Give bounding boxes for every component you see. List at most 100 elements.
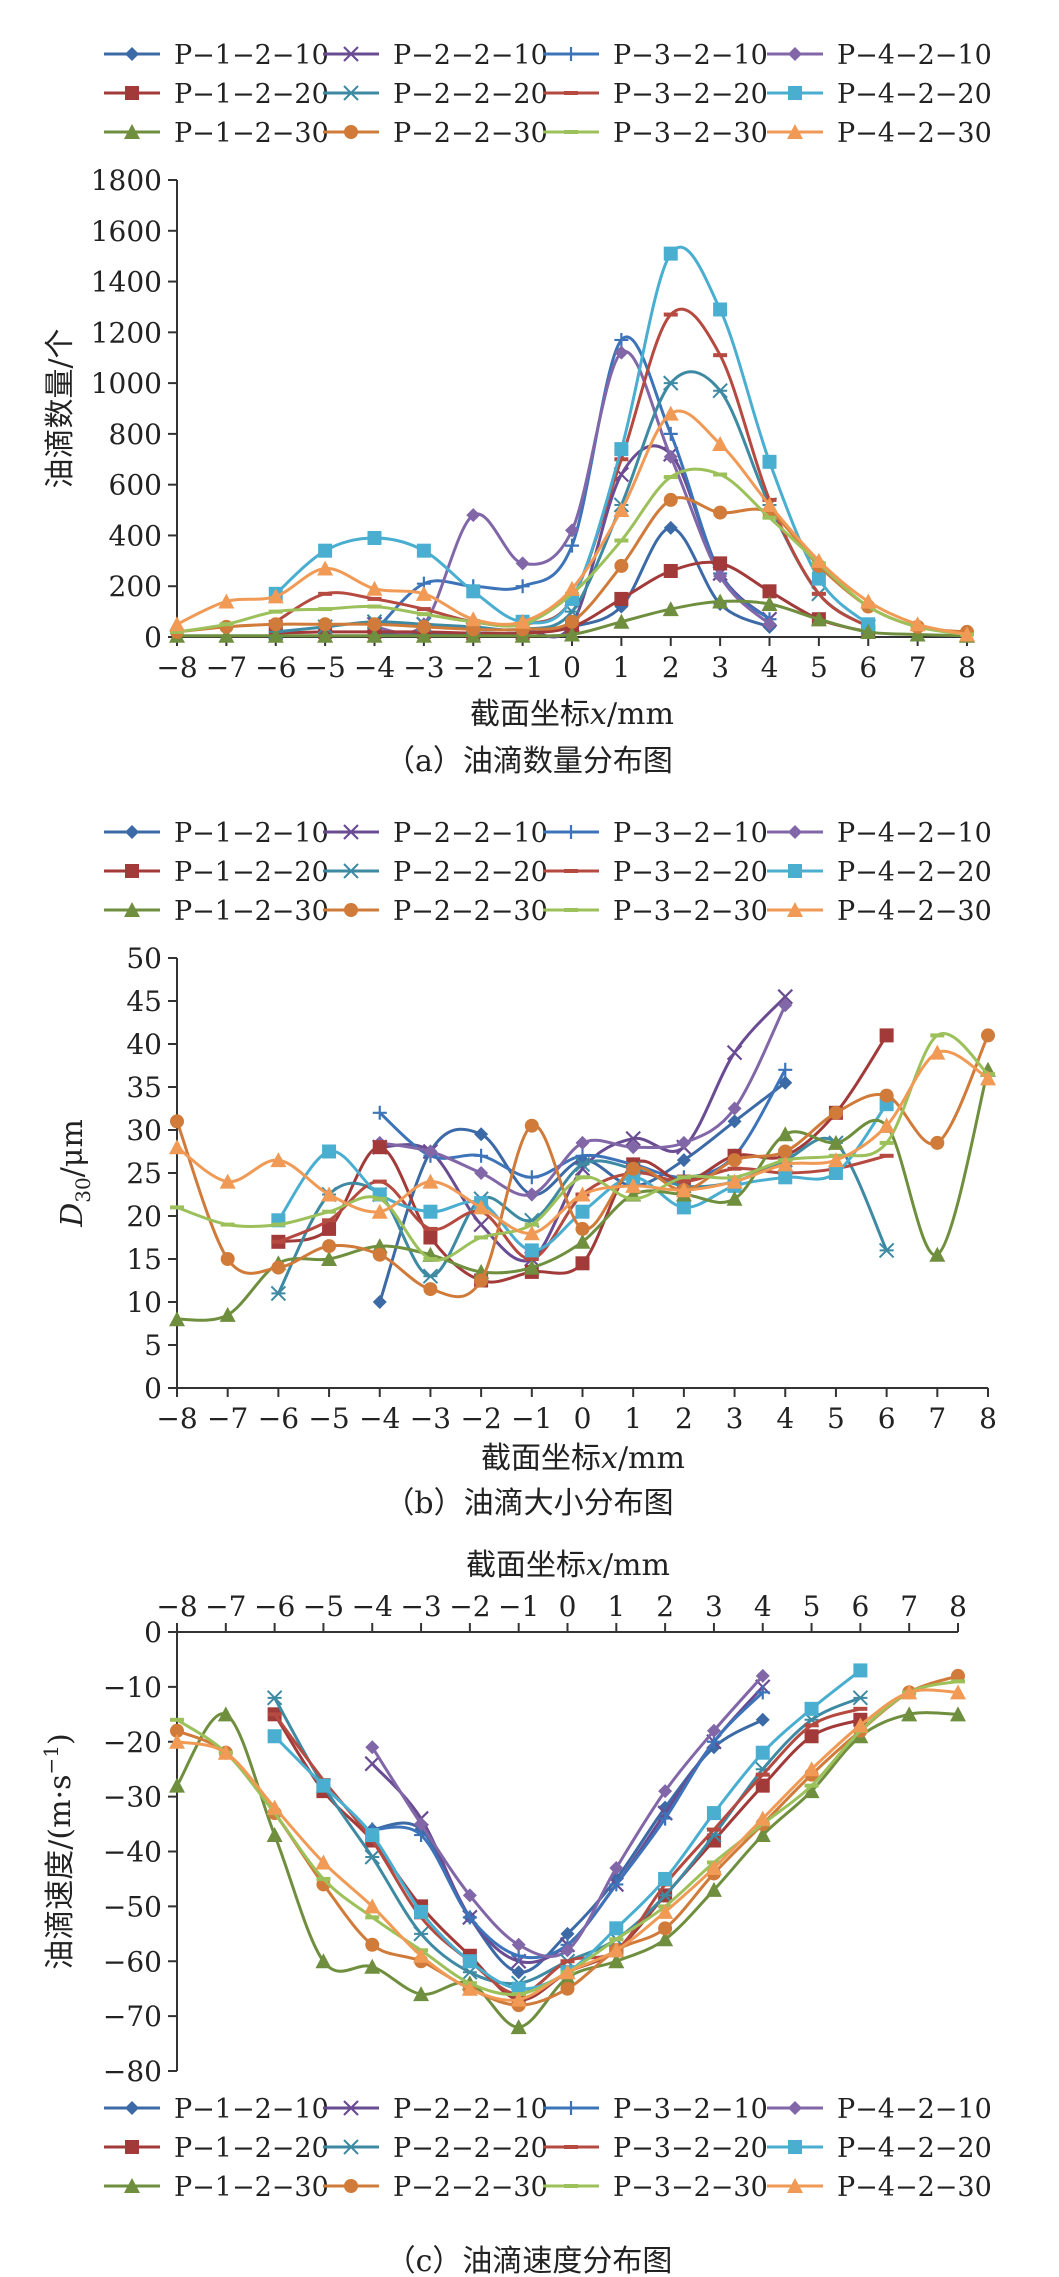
data-point — [810, 611, 827, 627]
x-tick-label: 1 — [612, 651, 630, 684]
data-point — [755, 1772, 770, 1777]
chart-caption: （b）油滴大小分布图 — [384, 1486, 673, 1521]
data-point — [565, 538, 579, 553]
y-tick-label: −30 — [103, 1781, 162, 1814]
data-point — [575, 1221, 590, 1236]
data-point — [217, 1744, 234, 1760]
x-tick-label: −8 — [156, 1402, 197, 1435]
x-tick-label: 1 — [624, 1402, 642, 1435]
data-point — [575, 1256, 590, 1271]
legend-item: P−3−2−30 — [543, 896, 768, 927]
x-tick-label: −4 — [352, 1590, 393, 1623]
legend-marker — [788, 86, 802, 100]
series-line — [176, 409, 968, 636]
legend-label: P−1−2−10 — [174, 818, 329, 849]
data-point — [565, 523, 579, 538]
y-tick-label: 40 — [126, 1028, 162, 1061]
data-point — [560, 1926, 575, 1941]
data-point — [364, 1849, 380, 1865]
x-tick-label: 2 — [656, 1590, 674, 1623]
legend-label: P−3−2−30 — [613, 896, 768, 927]
legend-marker — [564, 2145, 578, 2149]
data-point — [879, 1088, 894, 1103]
legend-marker — [564, 47, 578, 61]
legend-item: P−4−2−20 — [767, 79, 992, 110]
data-point — [713, 472, 728, 477]
series-line — [274, 307, 870, 629]
x-tick-label: −3 — [403, 651, 444, 684]
data-point — [271, 1260, 286, 1275]
x-tick-label: 3 — [726, 1402, 744, 1435]
data-point — [663, 246, 678, 261]
legend-0: P−1−2−10 P−2−2−10 P−3−2−10 P−4−2−10 P−1−2−20… — [104, 40, 992, 149]
data-point — [372, 1140, 387, 1155]
data-point — [510, 2019, 527, 2035]
data-point — [657, 1903, 674, 1919]
data-point — [663, 475, 678, 480]
x-tick-label: 6 — [878, 1402, 896, 1435]
data-point — [950, 1684, 966, 1700]
legend-marker — [125, 2140, 139, 2154]
data-point — [461, 1980, 478, 1996]
data-point — [706, 1833, 721, 1848]
legend-label: P−2−2−30 — [393, 2172, 548, 2203]
series-11 — [169, 1684, 966, 2007]
x-tick-label: 3 — [711, 651, 729, 684]
data-point — [266, 1799, 283, 1815]
legend-item: P−4−2−30 — [767, 118, 992, 149]
data-point — [413, 1947, 430, 1963]
data-point — [930, 1033, 945, 1038]
legend-1: P−1−2−10 P−2−2−10 P−3−2−10 P−4−2−10 P−1−2−20… — [104, 818, 992, 927]
data-point — [663, 312, 678, 317]
data-point — [414, 1817, 429, 1832]
data-point — [364, 1958, 381, 1974]
y-tick-label: 1400 — [91, 266, 162, 299]
data-point — [416, 612, 431, 617]
y-tick-label: 0 — [144, 621, 162, 654]
data-point — [267, 1712, 282, 1717]
legend-label: P−3−2−30 — [613, 2172, 768, 2203]
data-point — [713, 505, 728, 520]
x-tick-label: −4 — [354, 651, 395, 684]
data-point — [762, 584, 777, 599]
legend-marker — [125, 825, 139, 839]
data-point — [267, 1729, 282, 1744]
data-point — [626, 1161, 641, 1176]
data-point — [778, 1062, 793, 1077]
y-tick-label: −10 — [103, 1671, 162, 1704]
x-tick-label: 8 — [958, 651, 976, 684]
data-point — [575, 1148, 590, 1163]
data-point — [658, 1784, 673, 1799]
legend-item: P−1−2−10 — [104, 40, 329, 71]
chart-caption: （c）油滴速度分布图 — [386, 2244, 673, 2277]
x-tick-label: 4 — [754, 1590, 772, 1623]
data-point — [662, 601, 679, 617]
series-8 — [169, 593, 975, 643]
data-point — [473, 1199, 490, 1215]
data-point — [663, 492, 678, 507]
data-point — [365, 1740, 380, 1755]
x-tick-label: 0 — [574, 1402, 592, 1435]
data-point — [625, 1177, 642, 1193]
data-point — [852, 1690, 869, 1706]
data-point — [613, 502, 630, 518]
data-point — [218, 593, 235, 609]
data-point — [778, 1170, 793, 1185]
x-tick-label: −8 — [156, 1590, 197, 1623]
data-point — [625, 1130, 641, 1147]
data-point — [663, 449, 678, 464]
data-point — [364, 1755, 381, 1772]
data-point — [367, 604, 382, 609]
data-point — [367, 530, 382, 545]
x-tick-label: 6 — [851, 1590, 869, 1623]
y-tick-label: 10 — [126, 1286, 162, 1319]
y-tick-label: −40 — [103, 1836, 162, 1869]
x-tick-label: −1 — [511, 1402, 552, 1435]
legend-item: P−3−2−20 — [543, 79, 768, 110]
legend-label: P−2−2−30 — [393, 118, 548, 149]
legend-item: P−1−2−30 — [104, 896, 329, 927]
data-point — [663, 563, 678, 578]
data-point — [268, 617, 283, 632]
data-point — [853, 1663, 868, 1678]
data-point — [930, 1135, 945, 1150]
